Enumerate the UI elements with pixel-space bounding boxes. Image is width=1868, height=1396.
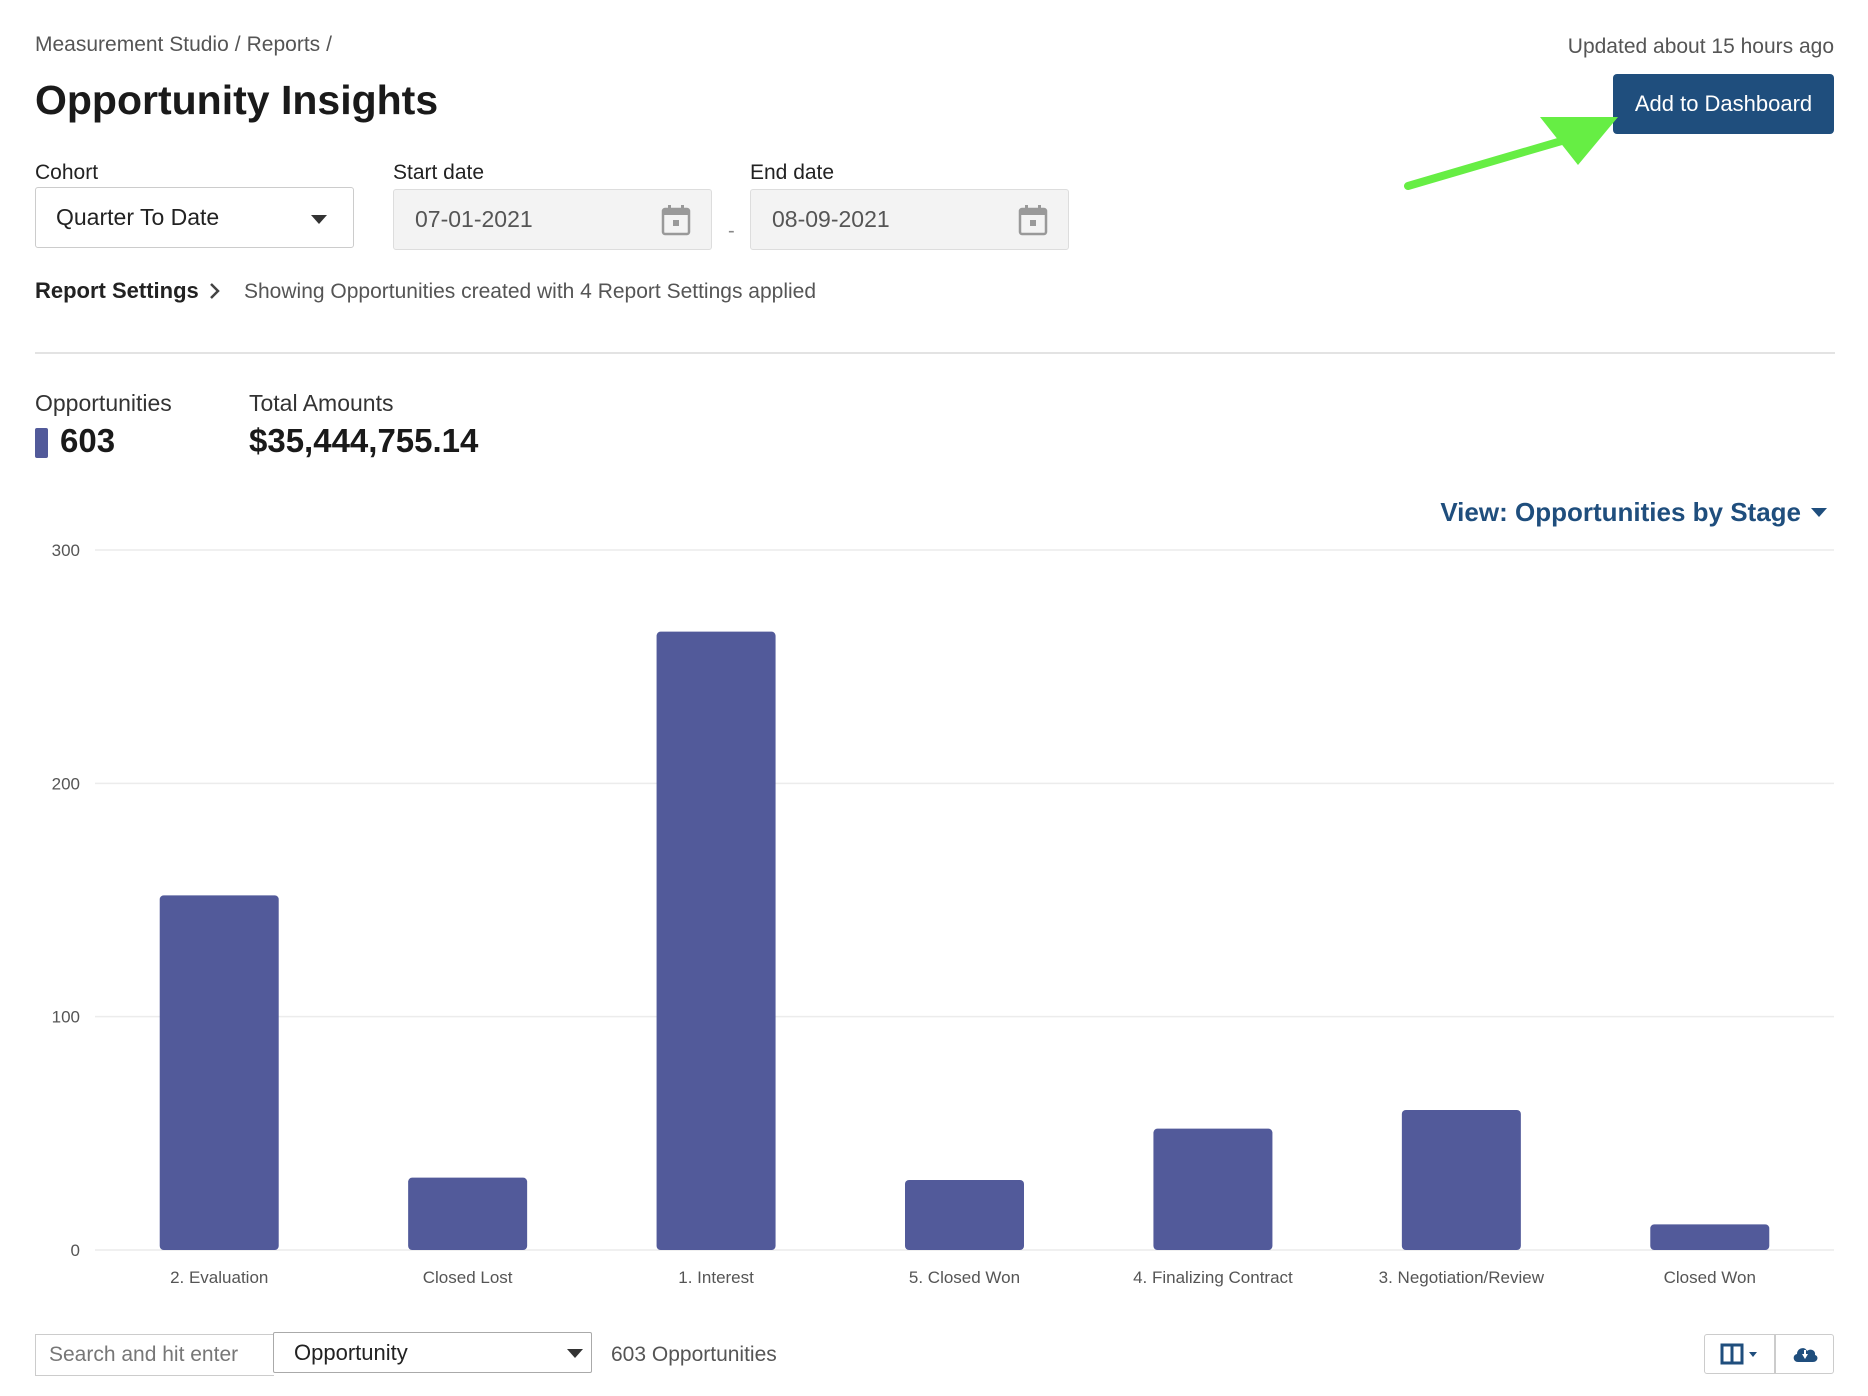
report-settings-label: Report Settings xyxy=(35,278,199,303)
view-select[interactable]: View: Opportunities by Stage xyxy=(1440,497,1827,528)
search-input[interactable] xyxy=(35,1334,274,1376)
columns-button[interactable] xyxy=(1704,1334,1775,1374)
calendar-icon[interactable] xyxy=(1018,204,1048,236)
end-date-field[interactable]: 08-09-2021 xyxy=(750,189,1069,250)
bar xyxy=(1153,1128,1273,1250)
y-tick-label: 0 xyxy=(71,1241,80,1260)
bar xyxy=(408,1177,528,1250)
x-tick-label: Closed Won xyxy=(1664,1268,1756,1287)
opportunities-label: Opportunities xyxy=(35,390,172,416)
opportunities-by-stage-chart: 0 100 200 300 2. Evaluation Closed Lost 1. Int… xyxy=(52,541,1834,1287)
breadcrumb-measurement-studio[interactable]: Measurement Studio xyxy=(35,33,229,56)
x-tick-label: 2. Evaluation xyxy=(170,1268,268,1287)
y-tick-label: 300 xyxy=(52,541,80,560)
y-tick-label: 200 xyxy=(52,774,80,793)
bar xyxy=(1650,1224,1770,1250)
x-tick-label: 4. Finalizing Contract xyxy=(1133,1268,1293,1287)
x-tick-label: 3. Negotiation/Review xyxy=(1379,1268,1545,1287)
opportunities-count: 603 xyxy=(60,422,116,459)
columns-icon xyxy=(1720,1343,1757,1365)
caret-down-icon xyxy=(1811,508,1827,517)
record-type-value: Opportunity xyxy=(294,1339,408,1365)
y-tick-label: 100 xyxy=(52,1008,80,1027)
caret-down-icon xyxy=(567,1349,583,1358)
report-settings-description: Showing Opportunities created with 4 Rep… xyxy=(244,280,817,303)
view-select-label: View: Opportunities by Stage xyxy=(1440,497,1801,527)
breadcrumb-reports[interactable]: Reports xyxy=(246,33,321,56)
start-date-value: 07-01-2021 xyxy=(415,206,533,232)
cohort-value: Quarter To Date xyxy=(56,204,220,230)
date-separator: - xyxy=(728,220,735,242)
caret-down-icon xyxy=(311,215,327,224)
x-tick-label: Closed Lost xyxy=(423,1268,513,1287)
page-title: Opportunity Insights xyxy=(35,77,439,123)
bar xyxy=(159,895,279,1250)
total-amounts-value: $35,444,755.14 xyxy=(249,422,479,459)
bar xyxy=(905,1180,1024,1250)
breadcrumb-separator: / xyxy=(326,33,332,56)
add-to-dashboard-button[interactable]: Add to Dashboard xyxy=(1613,74,1834,134)
total-amounts-label: Total Amounts xyxy=(249,390,394,416)
download-button[interactable] xyxy=(1775,1334,1834,1374)
cohort-select[interactable]: Quarter To Date xyxy=(35,187,354,248)
end-date-label: End date xyxy=(750,161,835,184)
start-date-label: Start date xyxy=(393,161,485,184)
cohort-label: Cohort xyxy=(35,161,99,184)
legend-swatch xyxy=(35,428,48,458)
bar xyxy=(656,631,776,1250)
divider xyxy=(35,352,1835,354)
end-date-value: 08-09-2021 xyxy=(772,206,890,232)
updated-timestamp: Updated about 15 hours ago xyxy=(1567,35,1834,58)
breadcrumb-separator: / xyxy=(234,33,241,56)
calendar-icon[interactable] xyxy=(661,204,691,236)
x-tick-label: 1. Interest xyxy=(678,1268,754,1287)
record-type-select[interactable]: Opportunity xyxy=(273,1332,592,1373)
cloud-download-icon xyxy=(1793,1348,1817,1362)
report-settings-toggle[interactable]: Report Settings xyxy=(35,278,221,304)
start-date-field[interactable]: 07-01-2021 xyxy=(393,189,712,250)
x-tick-label: 5. Closed Won xyxy=(909,1268,1020,1287)
annotation-arrow xyxy=(1404,117,1618,190)
record-count: 603 Opportunities xyxy=(611,1343,777,1366)
breadcrumb: Measurement Studio / Reports / xyxy=(35,33,338,57)
chevron-right-icon xyxy=(209,283,220,299)
bar xyxy=(1401,1110,1521,1250)
